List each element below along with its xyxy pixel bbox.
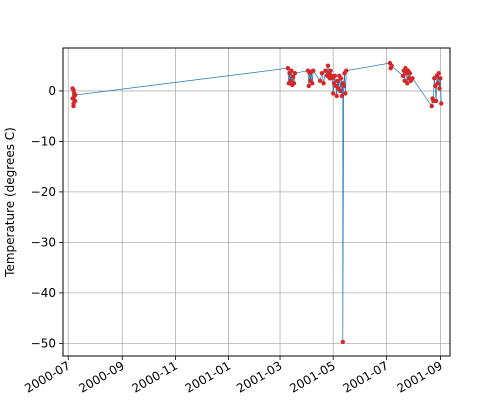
data-point xyxy=(405,81,410,86)
x-tick-label: 2001-09 xyxy=(394,358,444,395)
data-point xyxy=(407,71,413,76)
data-point xyxy=(325,63,331,68)
data-point xyxy=(321,81,326,86)
data-point xyxy=(344,68,349,73)
data-point xyxy=(292,71,298,76)
y-tick-label: 0 xyxy=(48,84,56,98)
data-point xyxy=(400,73,406,79)
data-point xyxy=(433,98,439,104)
y-tick-label: −30 xyxy=(31,235,56,249)
y-tick-label: −10 xyxy=(31,134,56,148)
data-point xyxy=(288,78,293,84)
x-tick-label: 2001-05 xyxy=(287,358,337,395)
y-tick-label: −20 xyxy=(31,185,56,199)
data-point xyxy=(328,68,333,73)
data-point xyxy=(290,74,296,80)
data-point xyxy=(73,92,78,98)
series-layer xyxy=(70,60,444,345)
data-point xyxy=(310,81,315,86)
data-point xyxy=(439,101,444,106)
data-point xyxy=(73,98,78,104)
x-tick-label: 2001-01 xyxy=(183,358,233,395)
grid-layer xyxy=(63,48,450,356)
data-point xyxy=(71,87,76,93)
data-point xyxy=(335,78,340,84)
data-point xyxy=(341,83,346,89)
plot-frame xyxy=(62,47,451,357)
data-point xyxy=(410,76,415,81)
x-tick-label: 2001-03 xyxy=(234,358,284,395)
data-point xyxy=(340,339,345,345)
data-point xyxy=(289,68,294,73)
data-point xyxy=(317,78,323,84)
data-point xyxy=(438,76,443,81)
data-point xyxy=(332,73,338,79)
data-point xyxy=(343,91,348,96)
data-point xyxy=(429,103,434,109)
data-point xyxy=(306,83,311,89)
x-tick-label: 2001-07 xyxy=(340,358,390,395)
y-tick-label: −40 xyxy=(31,286,56,300)
x-tick-label: 2000-07 xyxy=(22,358,72,395)
data-point xyxy=(338,88,343,94)
data-point xyxy=(338,76,344,81)
y-tick-label: −50 xyxy=(31,336,56,350)
data-point xyxy=(436,71,441,76)
data-point xyxy=(311,68,316,73)
data-point xyxy=(331,91,336,96)
y-axis-label: Temperature (degrees C) xyxy=(3,127,17,278)
data-point xyxy=(323,68,328,73)
data-point xyxy=(319,71,325,76)
data-point xyxy=(291,81,297,86)
data-point xyxy=(437,86,442,91)
data-point xyxy=(334,93,339,99)
x-tick-label: 2000-09 xyxy=(76,358,126,395)
data-point xyxy=(435,81,440,86)
data-point xyxy=(339,93,345,99)
data-point xyxy=(389,63,394,68)
x-tick-label: 2000-11 xyxy=(130,358,180,395)
data-point xyxy=(285,66,291,71)
